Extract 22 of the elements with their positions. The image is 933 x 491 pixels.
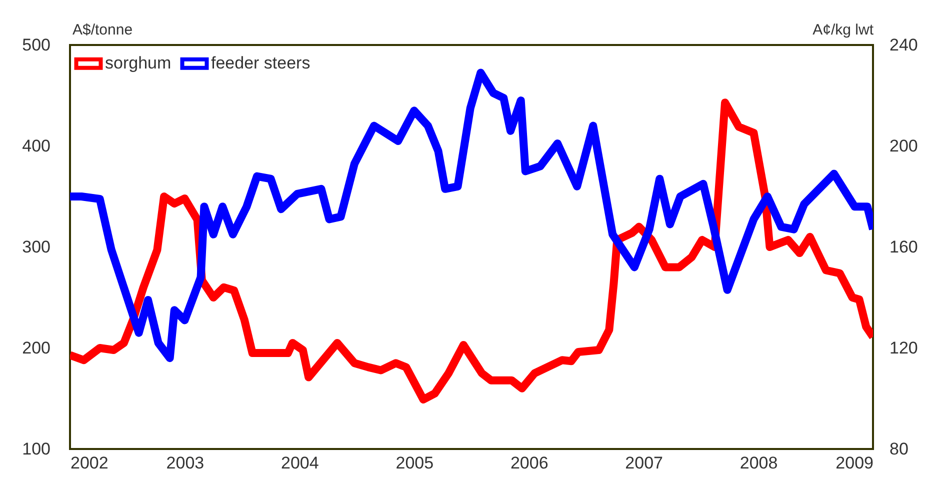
y2-tick-label: 240 [890, 36, 918, 54]
y2-tick-label: 160 [890, 238, 918, 256]
y-tick-label: 100 [22, 440, 50, 458]
x-tick-label: 2008 [740, 454, 778, 472]
y2-axis-title: A¢/kg lwt [812, 22, 874, 38]
x-tick-label: 2002 [70, 454, 108, 472]
x-tick-label: 2004 [281, 454, 319, 472]
x-tick-label: 2005 [396, 454, 434, 472]
legend-label: feeder steers [211, 54, 310, 73]
x-tick-label: 2007 [625, 454, 663, 472]
y-tick-label: 300 [22, 238, 50, 256]
y-tick-label: 200 [22, 338, 50, 358]
y-axis-title: A$/tonne [72, 22, 133, 38]
x-tick-label: 2009 [836, 454, 874, 472]
y2-tick-label: 80 [890, 440, 908, 458]
y-tick-label: 500 [22, 36, 50, 54]
x-tick-label: 2003 [166, 454, 204, 472]
y-tick-label: 400 [22, 136, 50, 156]
x-tick-label: 2006 [510, 454, 548, 472]
y2-tick-label: 200 [890, 136, 918, 156]
legend-label: sorghum [105, 54, 172, 73]
y2-tick-label: 120 [890, 338, 918, 358]
